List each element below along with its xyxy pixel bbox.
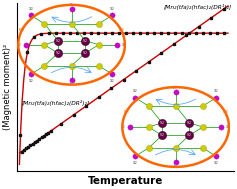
Text: [Mn₂(tfa)₂(hfac)₂(DR¹)₂]: [Mn₂(tfa)₂(hfac)₂(DR¹)₂]: [164, 5, 232, 10]
X-axis label: Temperature: Temperature: [88, 176, 164, 186]
Y-axis label: (Magnetic moment)²: (Magnetic moment)²: [3, 44, 12, 130]
Text: [Mn₂(tfa)₂(hfac)₂(DR²)₂]: [Mn₂(tfa)₂(hfac)₂(DR²)₂]: [22, 100, 90, 106]
